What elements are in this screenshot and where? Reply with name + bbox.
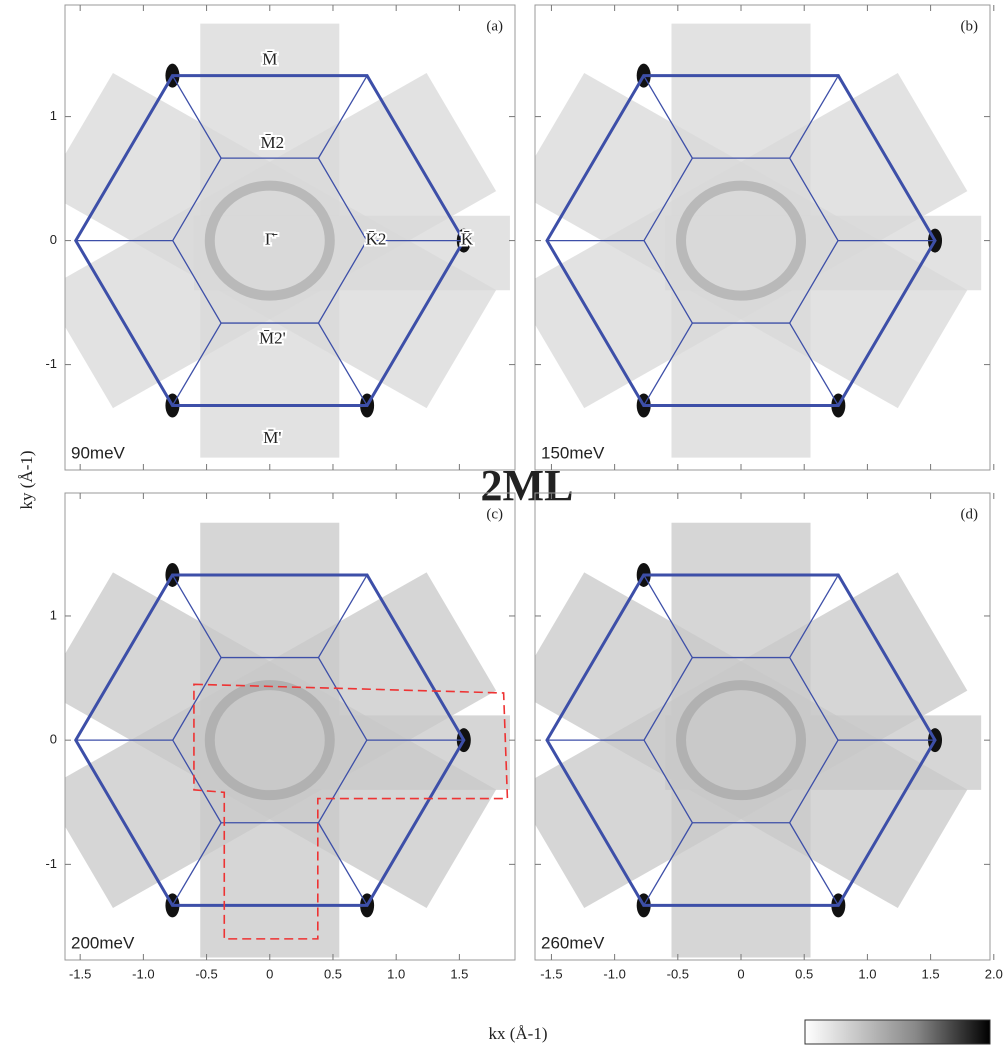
zone-link [789,322,839,406]
selection-outline [193,683,509,940]
y-tick-label: 1 [50,108,57,123]
zone-link [171,574,222,658]
k-point-label: M̄2 [260,133,284,152]
y-tick-label: 0 [50,732,57,747]
zone-link [171,822,222,906]
feature [204,180,335,301]
energy-label: 200meV [71,933,135,952]
x-tick-label: 0.5 [795,966,813,981]
zone-link [643,822,693,906]
x-tick-label: 1.0 [858,966,876,981]
k-point-label: M̄' [263,428,281,447]
outer-zone [545,573,937,907]
outer-zone [545,74,937,408]
measured-region [193,715,510,790]
x-tick-label: 2.0 [985,966,1003,981]
zone-link [317,75,368,159]
x-tick-label: -0.5 [667,966,689,981]
x-tick-label: -1.0 [603,966,625,981]
panel [535,23,982,458]
feature [676,180,807,301]
x-tick-label: -1.0 [132,966,154,981]
zone-link [643,75,693,159]
zone-link [643,574,693,658]
panel [65,522,510,958]
panel-frame [64,4,516,471]
x-tick-label: 1.0 [387,966,405,981]
zone-link [643,322,693,406]
zone-link [171,322,222,406]
k-point-label: M̄ [262,50,277,69]
y-axis-label: ky (Å-1) [17,450,36,509]
measured-region [193,215,510,291]
k-point-label: M̄2' [259,329,286,348]
x-tick-label: 0 [737,966,744,981]
energy-label: 90meV [71,443,126,462]
figure-title: 2ML [481,461,574,510]
y-tick-label: 0 [50,232,57,247]
measured-region [665,215,982,291]
panel-frame [534,4,991,471]
energy-label: 260meV [541,933,605,952]
panel-frame [534,492,991,961]
feature [204,680,335,801]
panel-label: (c) [486,506,503,522]
energy-label: 150meV [541,443,605,462]
k-point-label: K̄ [461,230,474,249]
x-tick-label: -1.5 [540,966,562,981]
zone-link [171,75,222,159]
x-tick-label: 1.5 [450,966,468,981]
x-axis-label: kx (Å-1) [488,1024,547,1043]
zone-link [789,75,839,159]
panel [65,23,510,458]
zone-link [317,574,368,658]
y-tick-label: 1 [50,607,57,622]
panel-label: (b) [961,18,979,34]
y-tick-label: -1 [45,856,57,871]
zone-link [789,822,839,906]
x-tick-label: 1.5 [922,966,940,981]
panel [535,522,982,958]
zone-link [789,574,839,658]
colorbar [804,1019,991,1045]
y-tick-label: -1 [45,356,57,371]
panel-label: (a) [486,18,503,34]
panel-frame [64,492,516,961]
x-tick-label: -1.5 [69,966,91,981]
zone-link [317,322,368,406]
panel-label: (d) [961,506,979,522]
zone-link [317,822,368,906]
x-tick-label: -0.5 [195,966,217,981]
x-tick-label: 0.5 [324,966,342,981]
outer-zone [74,573,466,907]
k-point-label: K̄2 [366,230,387,249]
x-tick-label: 0 [266,966,273,981]
measured-region [665,715,982,790]
outer-zone [74,74,466,408]
feature [676,680,807,801]
